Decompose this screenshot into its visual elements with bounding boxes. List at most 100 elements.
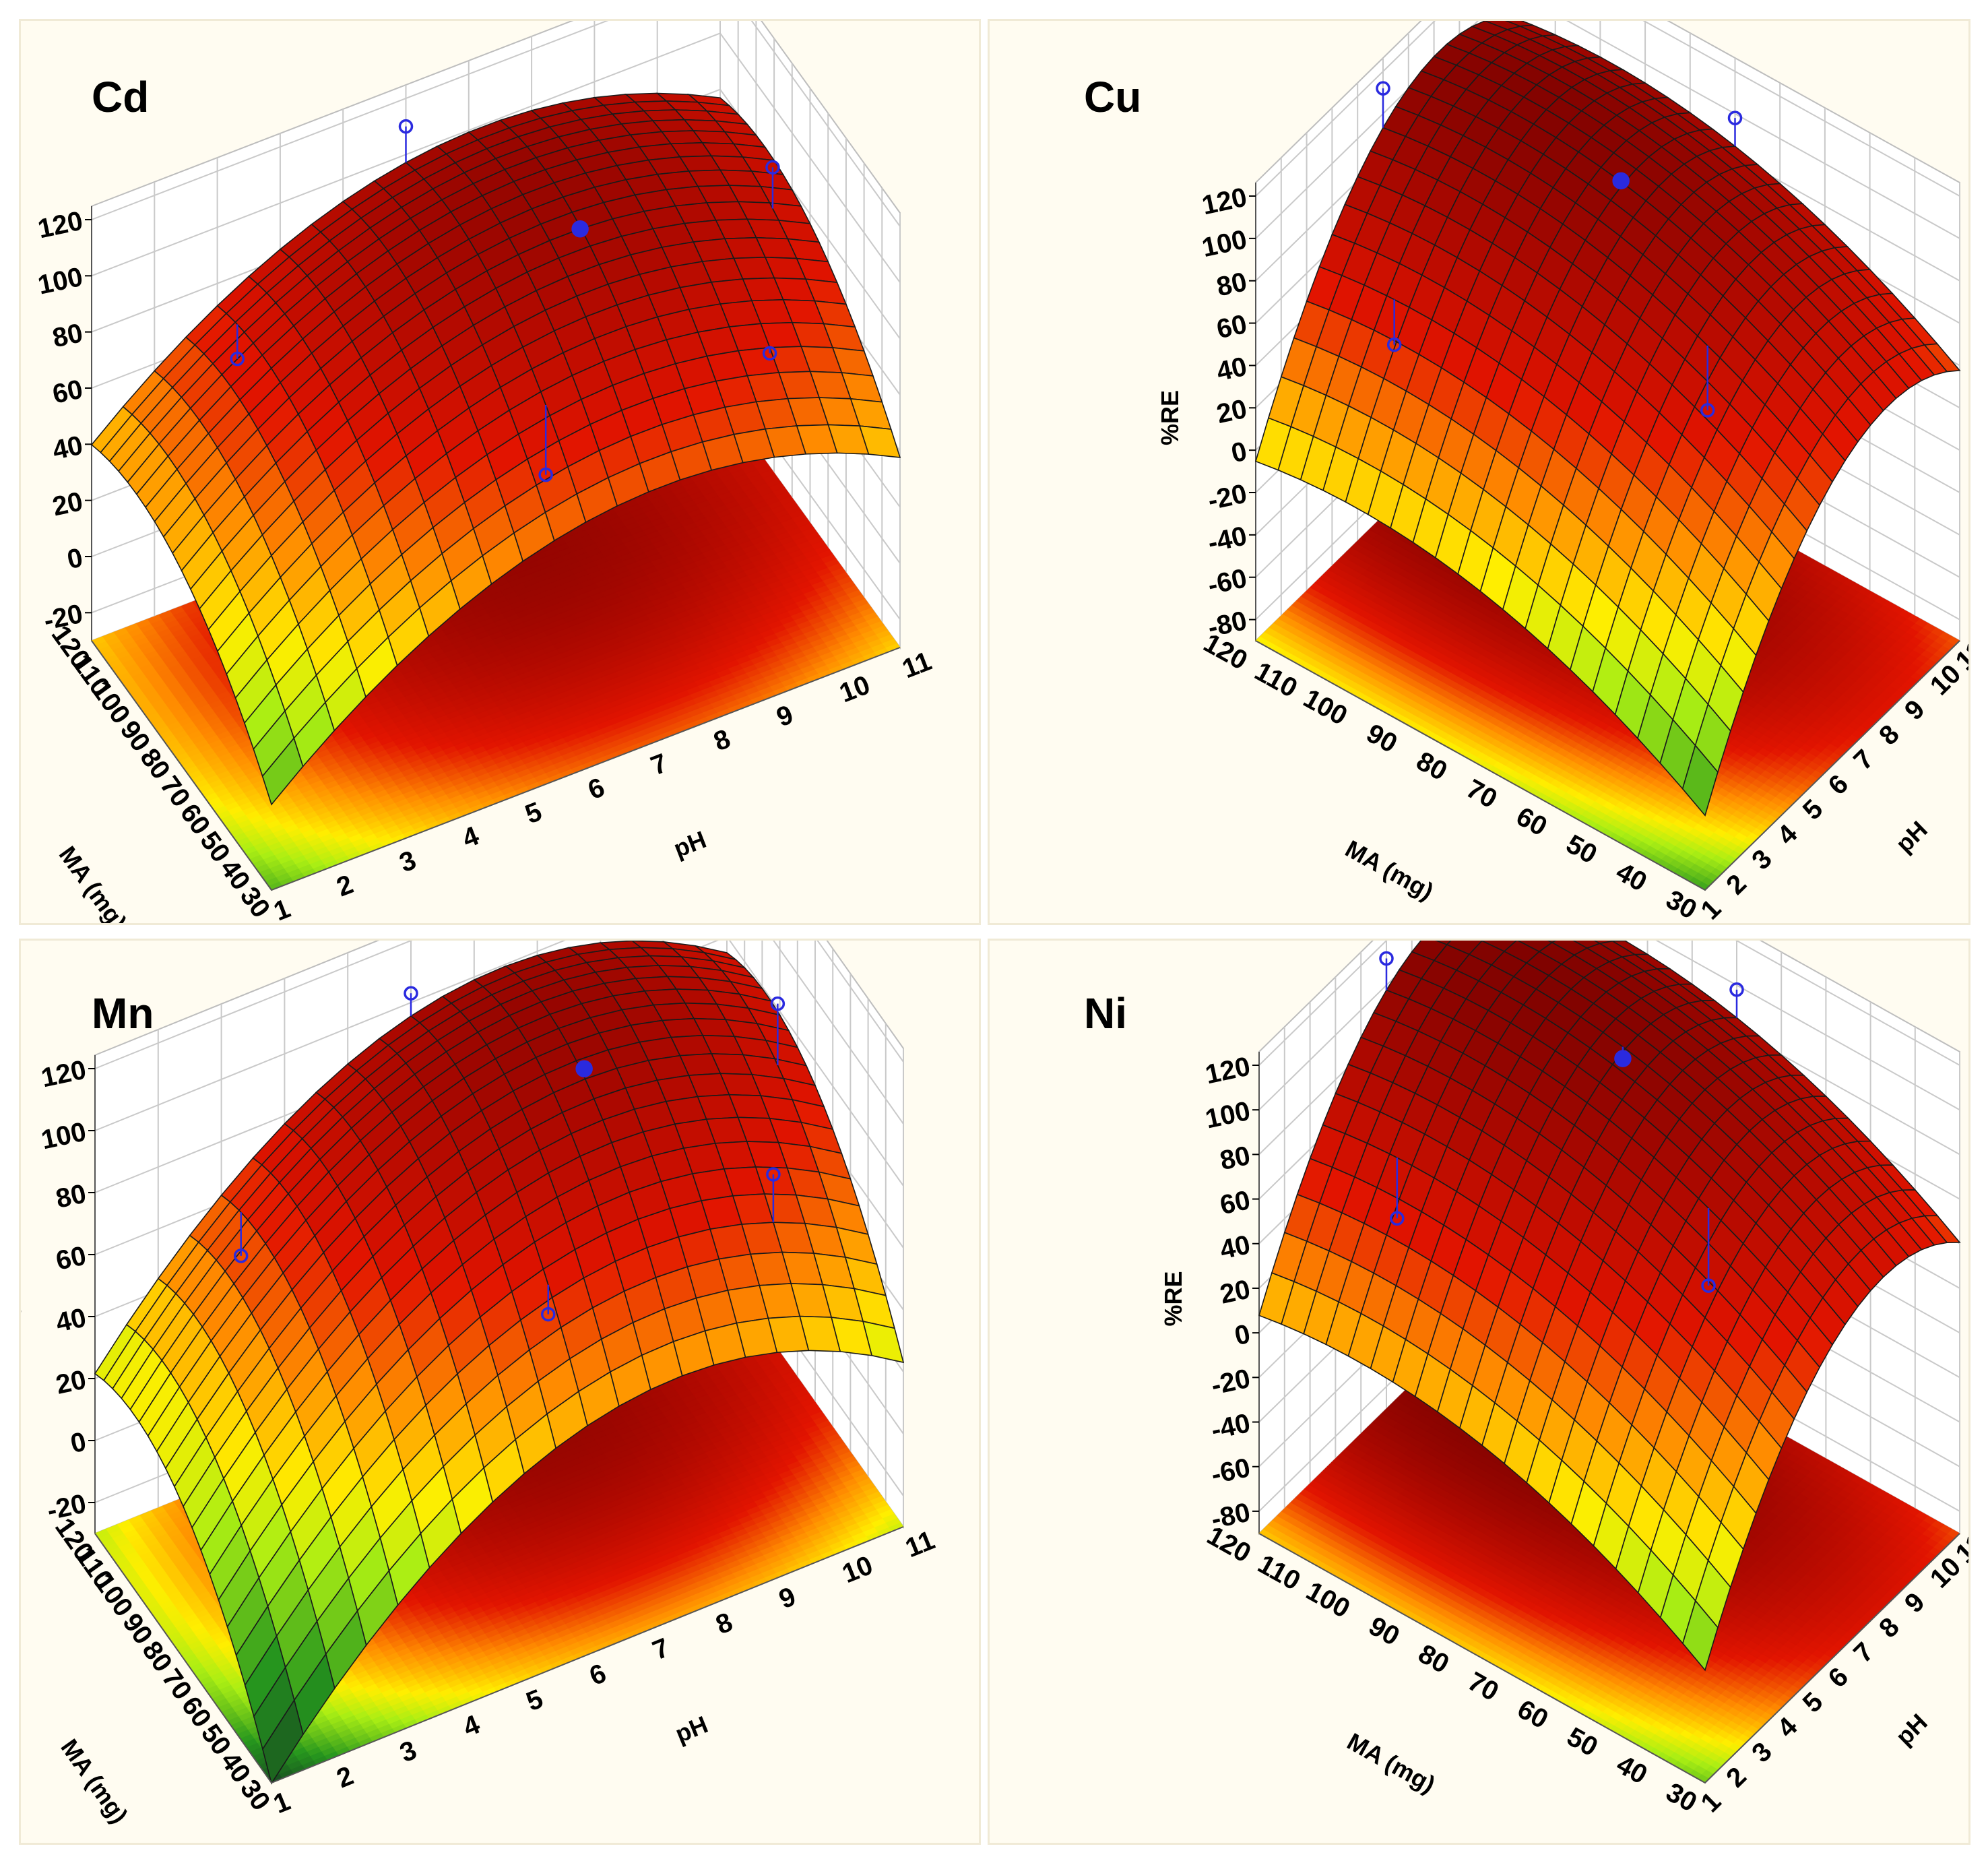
ph-tick-label: 5 <box>521 796 546 829</box>
chart-title: Mn <box>92 989 154 1038</box>
ph-tick-label: 4 <box>1772 1711 1803 1744</box>
wall-gridline <box>1258 941 1960 1066</box>
ma-axis-label: MA (mg) <box>1343 1728 1440 1798</box>
z-tick-label: 120 <box>1199 182 1249 220</box>
z-tick-label: -20 <box>1205 478 1250 515</box>
ma-tick-label: 90 <box>1364 1611 1404 1651</box>
data-point <box>1727 110 1743 125</box>
z-tick-label: 80 <box>53 1178 89 1213</box>
z-tick-label: 0 <box>1229 437 1250 469</box>
observed-points <box>1379 951 1744 1293</box>
z-tick-label: -20 <box>1209 1364 1253 1401</box>
ph-tick-label: 3 <box>395 845 420 878</box>
data-point <box>233 1249 249 1263</box>
ph-tick-label: 6 <box>1823 769 1855 800</box>
ph-tick-label: 9 <box>1899 694 1931 726</box>
chart-cu: Cu-80-60-40-20020406080100120%RE30405060… <box>1084 21 1968 923</box>
observed-points <box>233 986 785 1322</box>
data-point <box>575 1060 593 1077</box>
ph-tick-label: 6 <box>1823 1662 1855 1693</box>
ph-tick-label: 5 <box>1797 1686 1829 1718</box>
ma-tick-label: 50 <box>1561 829 1601 870</box>
z-tick-label: 60 <box>1217 1185 1253 1220</box>
floor-edge <box>1258 1533 1960 1784</box>
data-point <box>404 986 418 1001</box>
response-surface <box>1255 21 1961 817</box>
z-tick-label: -40 <box>1209 1408 1253 1445</box>
ma-tick-label: 120 <box>1202 1521 1256 1569</box>
ph-axis-label: pH <box>672 1710 712 1748</box>
z-tick-label: 60 <box>53 1240 89 1275</box>
floor-edge <box>94 1526 904 1784</box>
chart-cd: Cd-20020406080100120%RE30405060708090100… <box>21 21 936 923</box>
data-point <box>762 346 777 361</box>
ph-tick-label: 3 <box>395 1735 420 1768</box>
z-tick-label: 120 <box>1203 1051 1252 1090</box>
ma-tick-label: 70 <box>1463 1666 1504 1707</box>
chart-mn: Mn-20020406080100120%RE30405060708090100… <box>21 941 939 1829</box>
ph-tick-label: 1 <box>269 1786 294 1819</box>
z-tick-label: 40 <box>53 1302 89 1337</box>
floor-edges <box>1255 640 1960 891</box>
floor-contour-map <box>1258 1284 1960 1783</box>
z-axis-label: %RE <box>1159 1271 1187 1326</box>
ph-tick-label: 10 <box>838 1550 877 1589</box>
ph-tick-label: 11 <box>901 1525 939 1564</box>
ma-axis-label: MA (mg) <box>1341 835 1438 906</box>
panel-cu: Cu -80 -60 -40 -20 0 20 40 60 80 100 120 %RE 30 40 50 60… <box>988 19 1970 925</box>
data-point <box>1729 982 1744 997</box>
panel-mn: Mn -20 0 20 40 60 80 100 120 %RE 30 40 50 60 70 80 90 100… <box>19 939 981 1845</box>
panel-ni: Ni -80 -60 -40 -20 0 20 40 60 80 100 120 %RE 30 40 50 60… <box>988 939 1970 1845</box>
z-tick-label: 120 <box>35 206 85 244</box>
data-point <box>1700 403 1715 418</box>
ma-tick-label: 80 <box>1411 746 1452 786</box>
ph-tick-label: 4 <box>459 1709 484 1742</box>
z-tick-label: 80 <box>1217 1141 1253 1176</box>
ph-tick-label: 7 <box>647 748 672 781</box>
ph-tick-label: 2 <box>333 869 358 902</box>
data-point <box>1379 951 1394 966</box>
ph-tick-label: 1 <box>269 893 294 923</box>
z-tick-label: 100 <box>35 262 85 301</box>
observed-points <box>230 119 780 482</box>
panel-cd: Cd -20 0 20 40 60 80 100 120 %RE 30 40 50 60 70 80 90 100… <box>19 19 981 925</box>
data-point <box>398 119 414 134</box>
ph-tick-label: 6 <box>584 772 609 805</box>
ma-tick-label: 70 <box>1461 773 1502 814</box>
chart-title: Ni <box>1084 989 1127 1038</box>
z-tick-label: 100 <box>1203 1096 1252 1135</box>
z-axis-label: %RE <box>21 402 23 457</box>
z-tick-label: 40 <box>1214 352 1250 387</box>
ph-tick-label: 9 <box>1899 1587 1931 1618</box>
z-tick-label: 80 <box>1214 267 1250 302</box>
ph-tick-label: 11 <box>898 646 935 684</box>
z-tick-label: 120 <box>38 1054 88 1093</box>
z-tick-label: 100 <box>1199 224 1249 263</box>
ph-tick-label: 4 <box>458 821 483 854</box>
ph-tick-label: 5 <box>522 1684 547 1717</box>
wall-gridline <box>91 32 901 283</box>
wall-gridline <box>1258 941 1960 1111</box>
data-point <box>571 220 589 238</box>
z-tick-label: 40 <box>1217 1230 1253 1265</box>
ph-tick-label: 8 <box>710 724 735 757</box>
data-point <box>770 996 785 1011</box>
wall-gridline <box>1255 21 1960 197</box>
ph-tick-label: 9 <box>773 699 798 732</box>
ph-axis-label: pH <box>1890 815 1933 858</box>
ma-tick-label: 50 <box>1562 1722 1603 1763</box>
floor-edge <box>91 640 901 891</box>
observed-points <box>1376 81 1743 418</box>
z-axis-label: %RE <box>21 1273 26 1328</box>
data-point <box>765 160 780 175</box>
z-tick-label: 0 <box>65 542 86 575</box>
floor-edges <box>94 1526 904 1784</box>
wall-gridline <box>1255 21 1960 239</box>
ma-axis-label: MA (mg) <box>55 1734 133 1828</box>
ph-tick-label: 6 <box>585 1658 610 1691</box>
ph-tick-label: 3 <box>1746 844 1778 875</box>
wall-gridline <box>94 941 904 1131</box>
